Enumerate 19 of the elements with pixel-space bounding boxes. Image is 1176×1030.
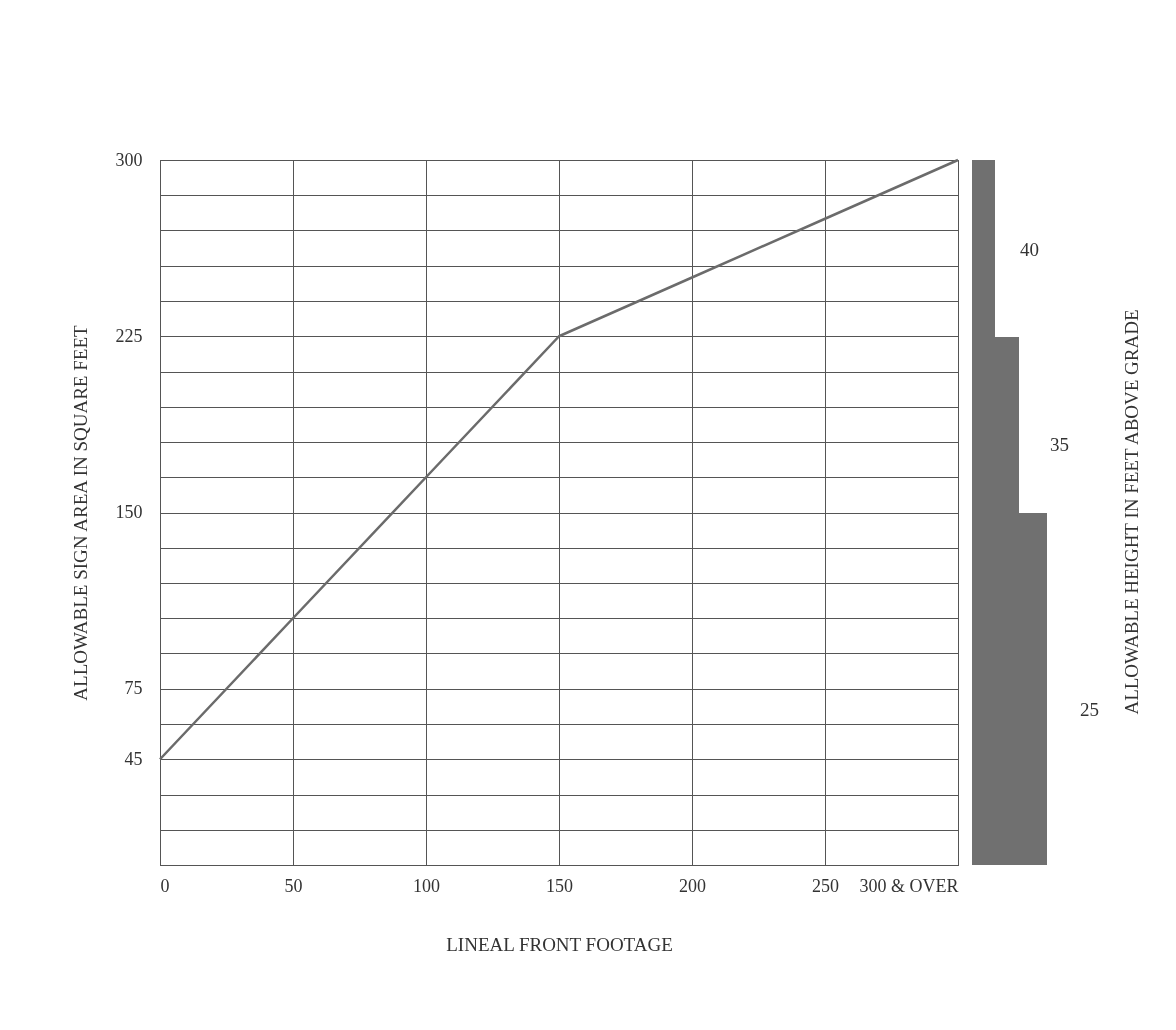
x-tick-label: 50 — [284, 875, 303, 896]
y-tick-label: 45 — [124, 748, 143, 769]
x-tick-label: 200 — [679, 875, 706, 896]
text: ALLOWABLE HEIGHT IN FEET ABOVE GRADE — [1121, 309, 1142, 715]
x-tick-label: 100 — [413, 875, 440, 896]
text: 25 — [1080, 699, 1099, 720]
text: 40 — [1020, 239, 1039, 260]
text: 35 — [1050, 434, 1069, 455]
x-tick-label: 0 — [160, 875, 170, 896]
y-tick-label: 75 — [124, 678, 143, 699]
y-tick-label: 225 — [115, 325, 143, 346]
x-axis-title: LINEAL FRONT FOOTAGE — [446, 933, 673, 955]
x-tick-label: 150 — [546, 875, 573, 896]
y-tick-label: 300 — [115, 149, 143, 170]
y-tick-label: 150 — [115, 502, 143, 522]
line-series — [158, 158, 960, 761]
x-tick-label: 250 — [812, 875, 839, 896]
x-tick-label: 300 & OVER — [859, 875, 959, 896]
y-axis-title: ALLOWABLE SIGN AREA IN SQUARE FEET — [69, 324, 91, 701]
